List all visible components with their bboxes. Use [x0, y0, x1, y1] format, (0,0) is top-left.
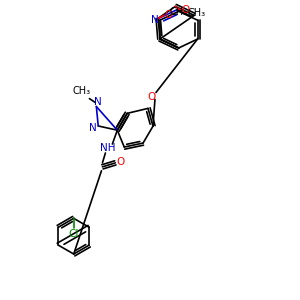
Text: CH₃: CH₃	[170, 7, 188, 17]
Text: N: N	[151, 15, 159, 25]
Text: Cl: Cl	[68, 229, 79, 239]
Text: NH: NH	[100, 143, 115, 153]
Text: CH₃: CH₃	[187, 8, 205, 18]
Text: O: O	[181, 5, 189, 15]
Text: O: O	[116, 157, 124, 167]
Text: N: N	[89, 123, 97, 133]
Text: O: O	[164, 10, 172, 20]
Text: N: N	[94, 97, 102, 106]
Text: O: O	[148, 92, 156, 101]
Text: CH₃: CH₃	[72, 86, 91, 96]
